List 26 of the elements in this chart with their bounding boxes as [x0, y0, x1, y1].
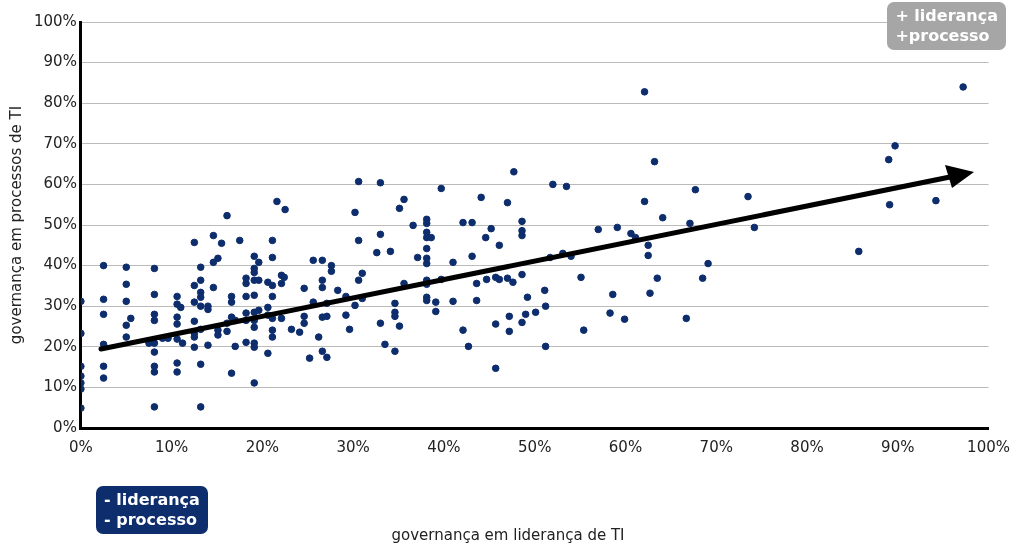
y-tick-label: 90% [43, 52, 77, 71]
text: - liderança - processo [96, 486, 208, 534]
x-tick-label: 60% [608, 437, 643, 456]
x-axis-title: governança em liderança de TI [391, 526, 625, 544]
y-tick-label: 100% [33, 11, 77, 30]
y-tick-label: 0% [53, 417, 77, 436]
x-tick-label: 80% [790, 437, 824, 456]
y-tick-label: 80% [43, 93, 77, 112]
x-tick-label: 70% [699, 437, 733, 456]
x-tick-label: 90% [881, 437, 915, 456]
x-tick-label: 0% [68, 437, 93, 456]
y-tick-label: 30% [43, 296, 77, 315]
y-tick-label: 10% [43, 377, 77, 396]
x-tick-label: 30% [336, 437, 370, 456]
x-tick-label: 40% [427, 437, 461, 456]
x-tick-label: 100% [967, 437, 1010, 456]
x-tick-label: 20% [245, 437, 280, 456]
x-tick-label: 50% [518, 437, 552, 456]
x-tick-label: 10% [154, 437, 189, 456]
y-tick-label: 40% [43, 255, 77, 274]
y-tick-label: 60% [43, 174, 77, 193]
y-axis-title: governança em processos de TI [6, 105, 25, 345]
annotation: + liderança +processo [887, 2, 1006, 50]
y-tick-label: 70% [43, 133, 77, 152]
y-tick-label: 50% [43, 214, 77, 233]
y-tick-label: 20% [43, 336, 77, 355]
